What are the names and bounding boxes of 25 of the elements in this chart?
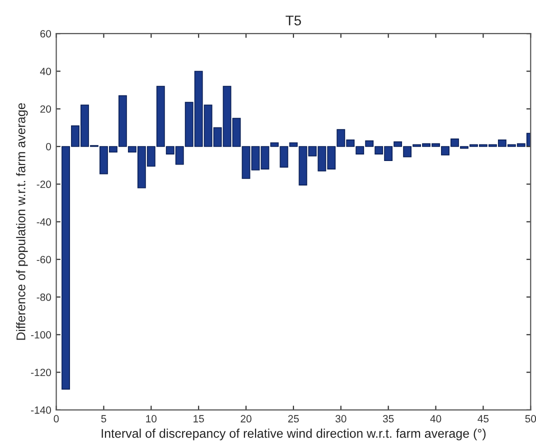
y-axis-title: Difference of population w.r.t. farm average xyxy=(16,103,28,340)
y-tick-label: -20 xyxy=(36,180,52,188)
x-tick-label: 25 xyxy=(288,415,299,422)
x-tick-label: 10 xyxy=(146,415,157,422)
x-axis-title: Interval of discrepancy of relative wind direction w.r.t. farm average (°) xyxy=(102,428,486,440)
x-tick-label: 20 xyxy=(240,415,252,422)
y-tick-label: 0 xyxy=(46,142,52,150)
x-tick-label: 5 xyxy=(101,415,106,422)
y-tick-label: -120 xyxy=(31,368,52,376)
y-tick-label: 40 xyxy=(40,68,52,76)
x-tick-label: 30 xyxy=(336,415,346,422)
x-tick-label: 35 xyxy=(382,415,394,422)
chart-title: T5 xyxy=(286,16,301,26)
y-tick-label: 20 xyxy=(40,105,52,113)
y-tick-label: 60 xyxy=(40,30,52,38)
x-tick-label: 0 xyxy=(54,415,59,422)
y-tick-label: -40 xyxy=(36,218,52,226)
y-tick-label: -80 xyxy=(36,294,52,301)
x-tick-label: 40 xyxy=(430,415,442,422)
x-tick-label: 50 xyxy=(525,415,536,422)
y-tick-label: -60 xyxy=(36,256,52,264)
x-tick-label: 45 xyxy=(478,415,489,422)
y-tick-label: -100 xyxy=(31,331,52,339)
x-tick-label: 15 xyxy=(194,415,204,422)
y-tick-label: -140 xyxy=(31,406,52,414)
